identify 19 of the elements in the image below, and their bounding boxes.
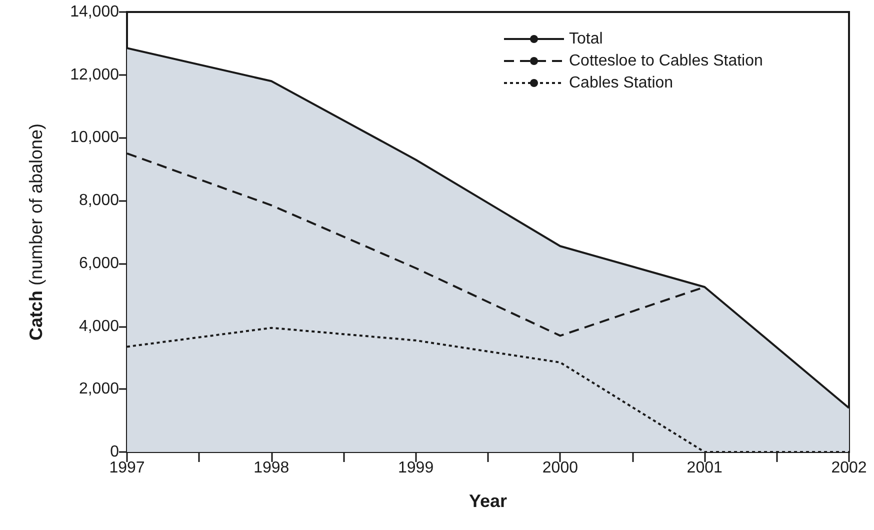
y-tick-label: 12,000	[70, 66, 120, 84]
x-axis-title: Year	[468, 491, 508, 511]
y-tick-label: 0	[110, 444, 120, 460]
y-tick-label: 2,000	[78, 380, 120, 398]
y-tick-label: 4,000	[78, 318, 120, 335]
legend-label: Cables Station	[569, 74, 674, 92]
x-tick-label: 2000	[542, 460, 578, 476]
legend-label: Cottesloe to Cables Station	[569, 52, 763, 70]
legend-label: Total	[569, 30, 603, 48]
y-axis-title: Catch (number of abalone)	[26, 123, 46, 341]
y-tick-label: 14,000	[70, 4, 120, 20]
x-tick-label: 1997	[109, 460, 145, 476]
x-tick-label: 2001	[686, 460, 722, 476]
y-tick-label: 6,000	[78, 254, 120, 272]
y-tick-label: 10,000	[70, 129, 120, 146]
x-tick-label: 2002	[831, 460, 867, 476]
y-tick-label: 8,000	[78, 192, 120, 210]
x-tick-label: 1998	[254, 460, 290, 476]
x-tick-label: 1999	[398, 460, 434, 476]
